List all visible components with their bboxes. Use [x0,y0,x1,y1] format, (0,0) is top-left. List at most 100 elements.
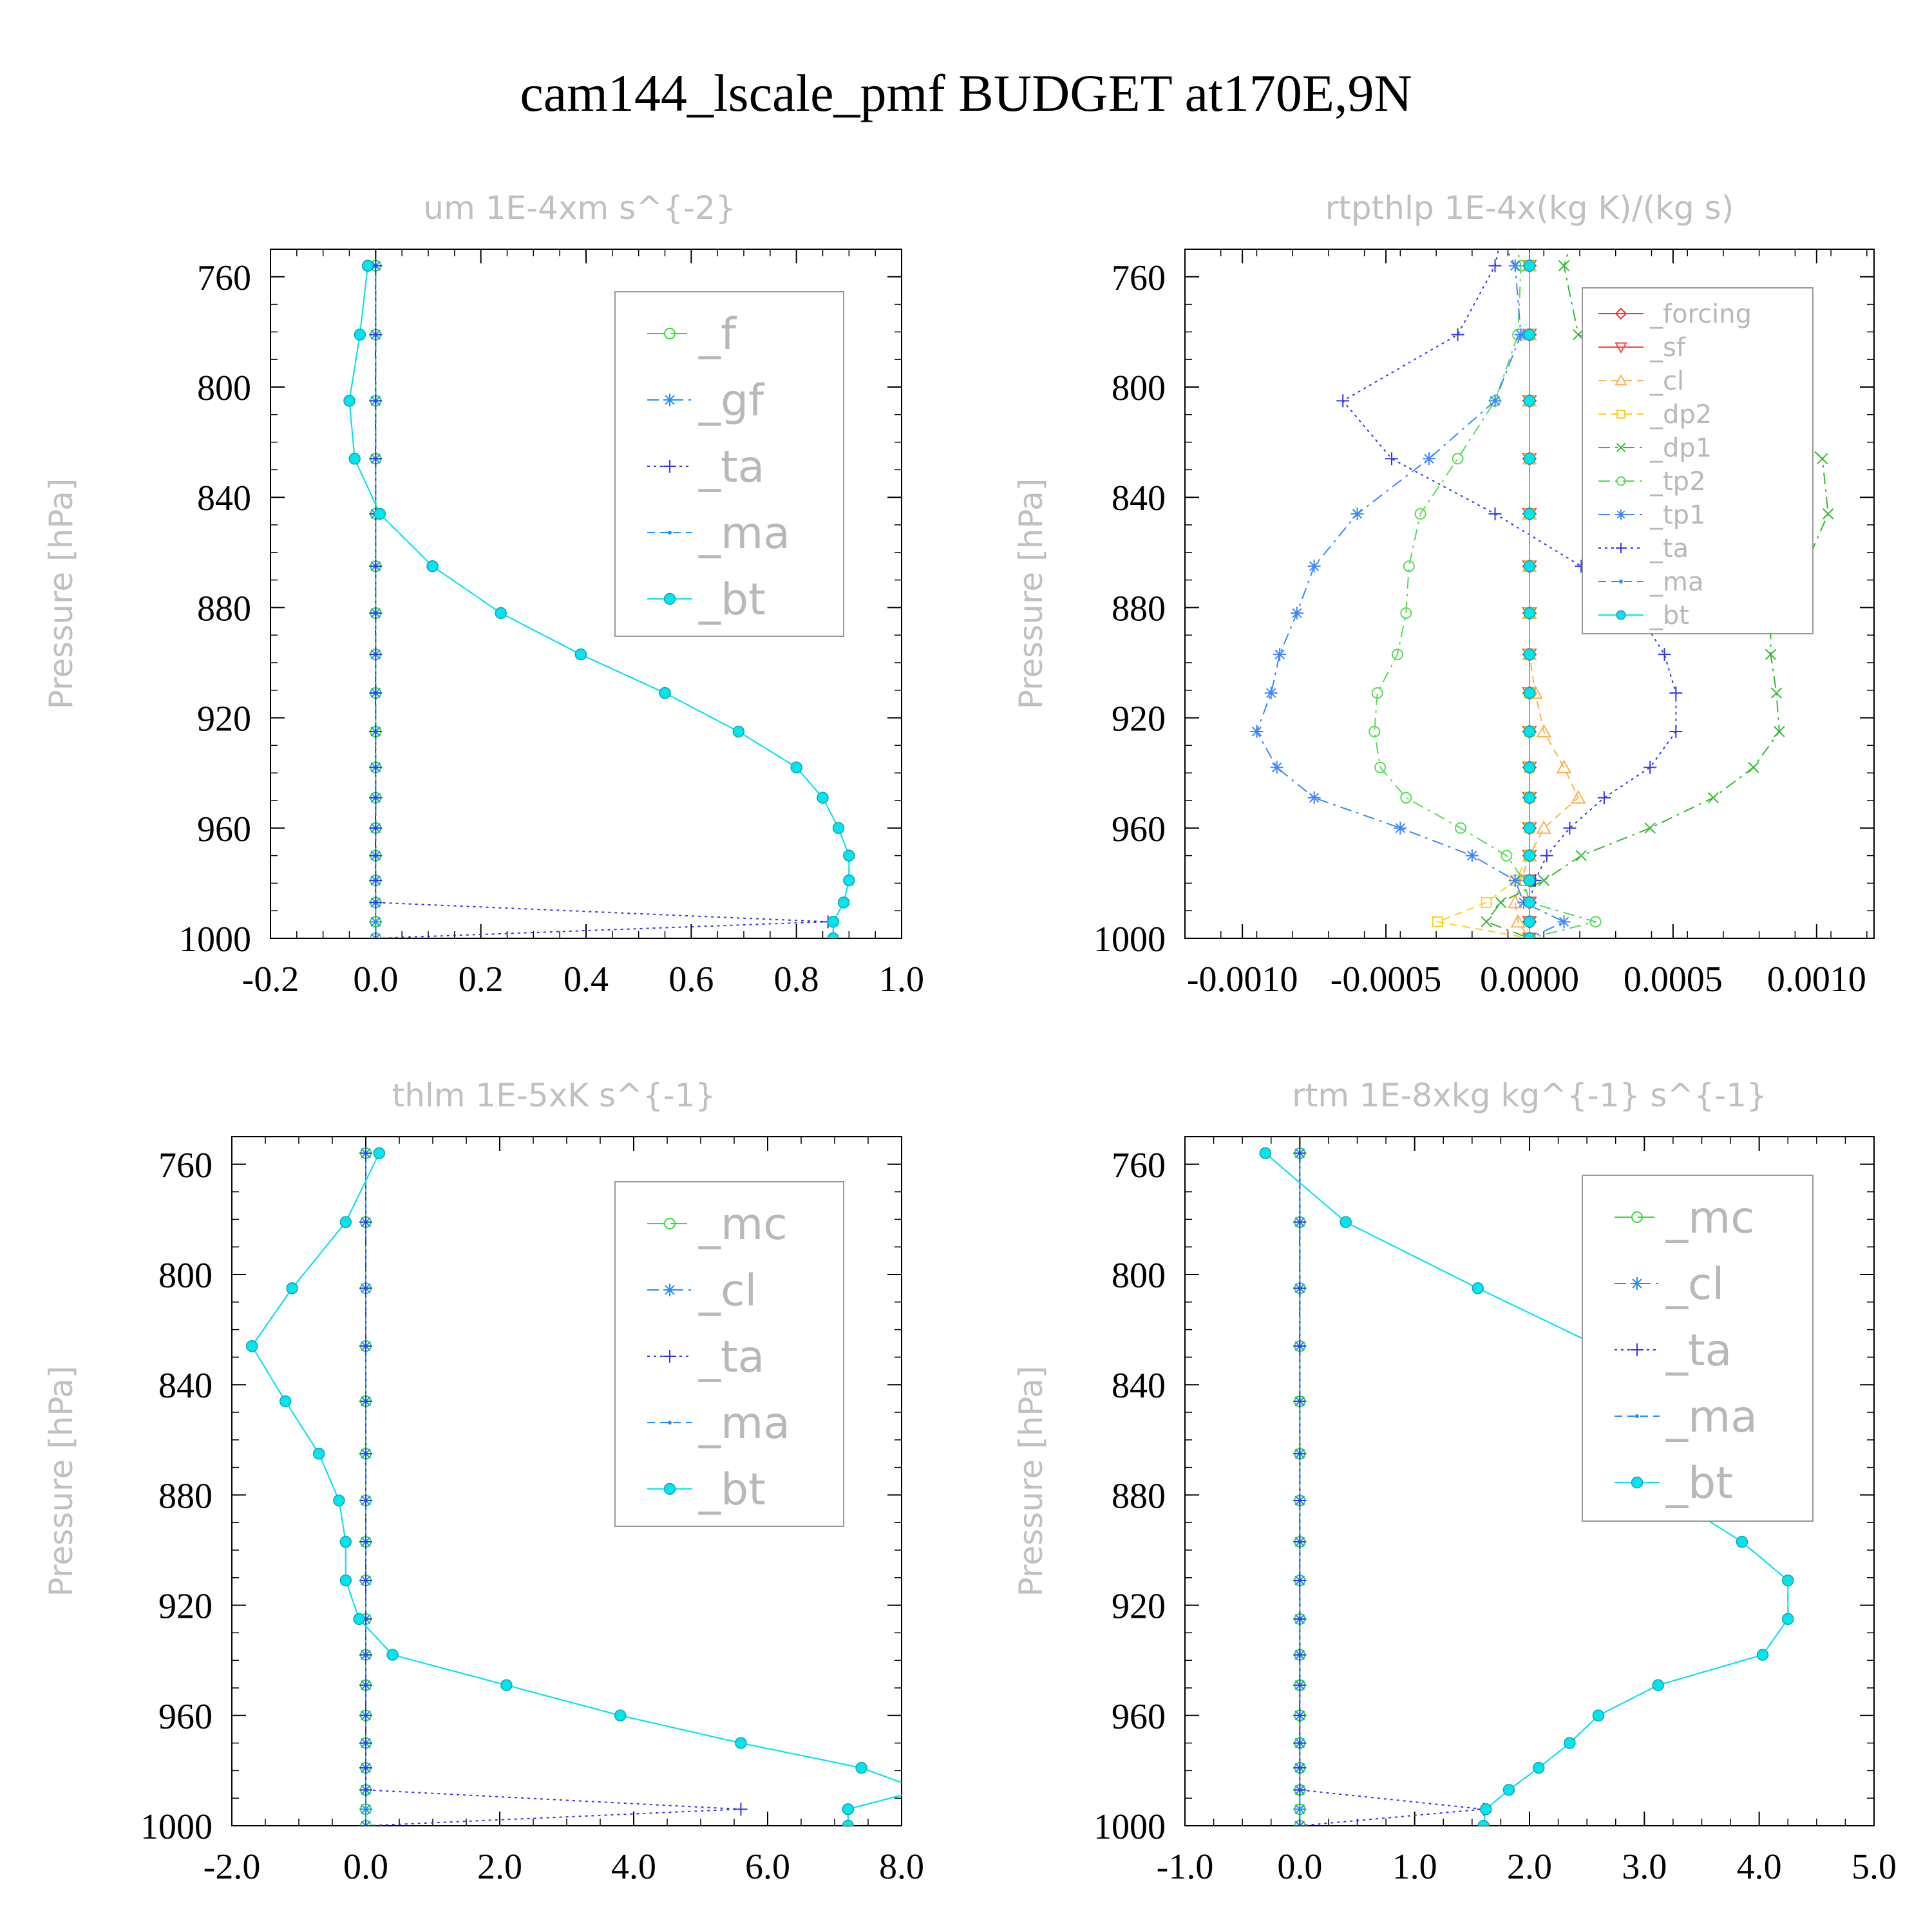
axes: -0.0010 -0.0005 0.0000 0.0005 0.0010 760 800 84… [1094,249,1875,999]
data-point [1563,821,1577,835]
data-point [734,1803,748,1816]
legend-label: _sf [1649,333,1686,363]
legend-item: _cl [1615,1259,1724,1310]
legend-marker [1616,476,1626,486]
data-point [286,1282,298,1294]
data-point [1481,916,1492,928]
legend-marker [1616,610,1626,620]
data-point [1558,260,1570,272]
legend-marker [663,1283,676,1296]
data-point [1264,687,1278,700]
legend-item: _sf [1598,333,1686,363]
legend-item: _ta [1598,534,1689,564]
data-point [614,1709,627,1722]
legend: _f _gf _ta _ma _bt [614,291,844,637]
data-point [1293,1783,1307,1797]
data-point [1528,236,1531,240]
legend-item: _ma [1598,567,1703,597]
x-tick-label: 0.0005 [1624,960,1723,999]
y-tick-label: 920 [197,699,251,739]
data-point [1501,849,1513,862]
data-point [359,1282,372,1295]
data-point [842,1819,855,1826]
data-point [369,328,383,341]
legend-item: _bt [1615,1458,1733,1509]
legend-item: _ta [647,442,764,493]
data-point [1523,507,1536,520]
legend: _mc _cl _ta _ma _bt [1582,1175,1814,1522]
data-point [1523,849,1536,862]
series-line [1256,249,1566,938]
data-point [1465,849,1479,862]
data-point [1523,791,1536,804]
data-point [1756,1649,1769,1661]
data-point [1748,761,1759,773]
legend-label: _dp2 [1649,400,1712,430]
data-point [359,1215,372,1229]
data-point [279,1395,292,1408]
panel-um: um 1E-4xm s^{-2} Pressure [hPa] -0.2 0.0 0… [43,189,924,999]
legend-label: _mc [1665,1193,1755,1244]
x-tick-label: 0.0 [343,1847,388,1887]
data-point [333,1494,345,1507]
legend-marker [1635,1414,1639,1418]
data-point [1523,607,1536,620]
data-point [1307,791,1321,804]
legend-label: _cl [698,1265,757,1316]
series-bt [1523,260,1536,938]
y-tick-label: 880 [197,589,251,629]
data-point [1514,328,1528,341]
data-point [832,822,845,835]
legend-label: _bt [698,1464,766,1515]
legend-item: _cl [1598,366,1684,396]
legend-marker [1631,1277,1643,1290]
data-point [348,453,361,465]
legend-item: _f [647,309,737,360]
y-tick-label: 960 [158,1697,213,1737]
data-point [1293,1613,1307,1625]
data-point [495,607,507,620]
data-point [245,1340,258,1352]
data-point [359,1819,372,1826]
data-point [369,932,383,938]
data-point [1782,1613,1794,1625]
legend-item: _gf [647,375,765,426]
data-point [1707,792,1719,804]
data-point [359,1394,372,1408]
data-point [1432,916,1443,927]
data-point [1523,232,1536,243]
data-point [1273,648,1287,661]
data-point [369,791,383,804]
legend-label: _ma [698,508,790,559]
x-tick-label: 4.0 [611,1847,656,1887]
data-point [827,932,840,938]
data-point [1523,453,1536,465]
data-point [1523,916,1536,928]
data-point [1488,259,1502,272]
legend-item: _ta [647,1332,764,1383]
figure-title: cam144_lscale_pmf BUDGET at170E,9N [520,64,1412,122]
legend-label: _cl [1665,1259,1724,1310]
legend-label: _ma [1665,1392,1757,1443]
legend-marker [664,1218,676,1229]
legend-marker [1615,374,1627,386]
x-tick-label: 3.0 [1622,1847,1667,1887]
data-point [1340,1216,1352,1228]
legend-marker [1631,1476,1643,1489]
data-point [1293,1819,1307,1826]
data-point [659,687,671,699]
panel-title: rtpthlp 1E-4x(kg K)/(kg s) [1325,189,1734,227]
y-tick-label: 800 [158,1256,213,1296]
y-tick-label: 880 [1112,589,1166,629]
y-tick-label: 960 [1112,810,1166,849]
series-ta [369,259,835,938]
x-tick-label: 0.2 [459,960,504,999]
legend: _mc _cl _ta _ma _bt [614,1181,844,1527]
series-layer [343,259,855,938]
series-tp2 [1368,249,1602,938]
panel-thlm: thlm 1E-5xK s^{-1} Pressure [hPa] -2.0 0.… [43,1077,924,1887]
data-point [1350,507,1364,520]
y-axis-label: Pressure [hPa] [1012,1366,1050,1597]
data-point [1556,759,1572,773]
y-tick-label: 840 [158,1366,213,1406]
